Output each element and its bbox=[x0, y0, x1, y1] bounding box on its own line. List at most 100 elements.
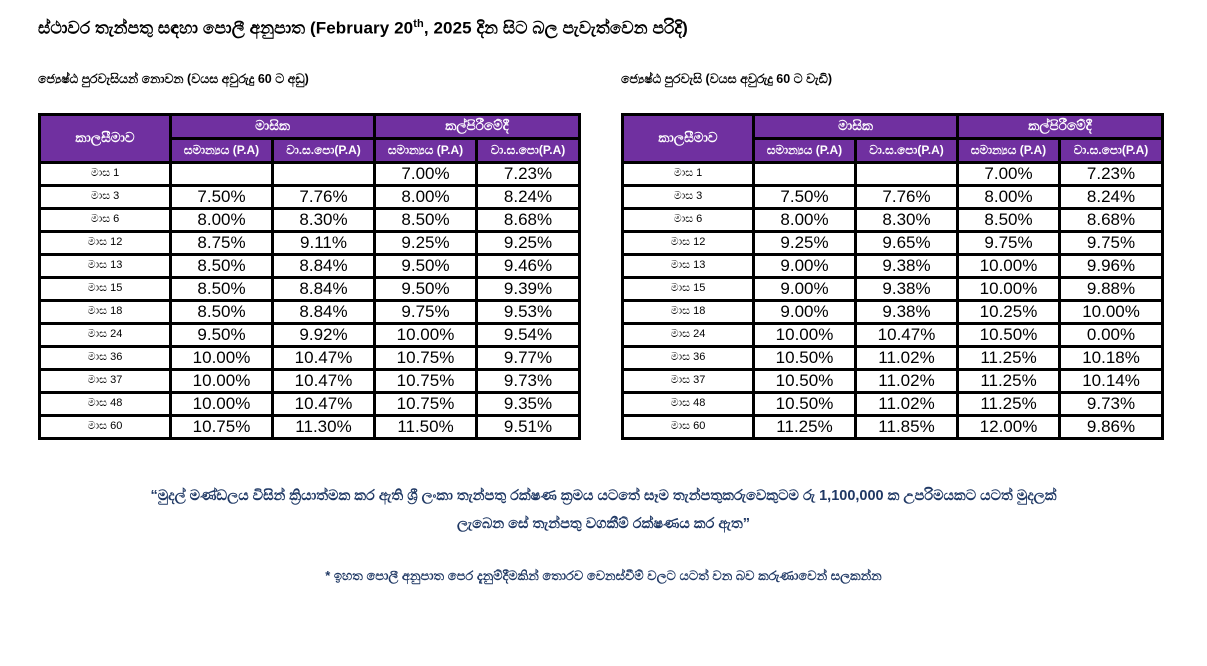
column-header-maturity-aer: වා.ස.පො(P.A) bbox=[475, 136, 582, 164]
rate-value: 9.75% bbox=[1058, 229, 1165, 256]
rate-value: 9.77% bbox=[475, 344, 582, 371]
rate-value: 7.23% bbox=[475, 160, 582, 187]
rate-value: 8.24% bbox=[1058, 183, 1165, 210]
rate-value: 11.25% bbox=[956, 390, 1062, 417]
table-row: මාස 1 7.00% 7.23% bbox=[621, 160, 1165, 187]
period-label: මාස 1 bbox=[38, 160, 172, 187]
rate-value: 7.50% bbox=[752, 183, 857, 210]
rate-value: 9.25% bbox=[475, 229, 582, 256]
rate-value bbox=[853, 160, 960, 187]
rate-value: 11.02% bbox=[853, 390, 960, 417]
rate-value: 8.50% bbox=[373, 206, 479, 233]
rate-value: 7.00% bbox=[373, 160, 479, 187]
rate-value: 8.84% bbox=[270, 275, 377, 302]
column-header-monthly-aer: වා.ස.පො(P.A) bbox=[853, 136, 960, 164]
rate-value: 9.00% bbox=[752, 275, 857, 302]
rate-value: 8.00% bbox=[373, 183, 479, 210]
column-header-maturity-average: සමාන්‍යය (P.A) bbox=[956, 136, 1062, 164]
non-senior-table-section: ජ්‍යෙෂ්ඨ පුරවැසියන් නොවන (වයස අවුරුදු 60… bbox=[38, 71, 582, 440]
rate-value: 9.38% bbox=[853, 275, 960, 302]
header-row-groups: කාලසීමාව මාසික කල්පිරීමේදී bbox=[621, 112, 1165, 164]
rate-value: 11.25% bbox=[956, 344, 1062, 371]
period-label: මාස 36 bbox=[621, 344, 755, 371]
rates-subject-to-change-footnote: * ඉහත පොලී අනුපාත පෙර දැනුම්දීමකින් තොරව… bbox=[325, 567, 882, 583]
rate-value: 8.00% bbox=[169, 206, 274, 233]
rate-value: 9.00% bbox=[752, 298, 857, 325]
period-label: මාස 37 bbox=[38, 367, 172, 394]
table-row: මාස 3 7.50% 7.76% 8.00% 8.24% bbox=[38, 183, 582, 210]
table-row: මාස 37 10.00% 10.47% 10.75% 9.73% bbox=[38, 367, 582, 394]
table-row: මාස 18 9.00% 9.38% 10.25% 10.00% bbox=[621, 298, 1165, 325]
period-label: මාස 13 bbox=[621, 252, 755, 279]
header-row-groups: කාලසීමාව මාසික කල්පිරීමේදී bbox=[38, 112, 582, 164]
rate-value: 11.50% bbox=[373, 413, 479, 440]
rate-value: 8.30% bbox=[853, 206, 960, 233]
rate-value: 10.00% bbox=[373, 321, 479, 348]
rate-value: 7.76% bbox=[853, 183, 960, 210]
rate-value: 7.50% bbox=[169, 183, 274, 210]
rate-value bbox=[270, 160, 377, 187]
table-row: මාස 37 10.50% 11.02% 11.25% 10.14% bbox=[621, 367, 1165, 394]
rate-value: 10.25% bbox=[956, 298, 1062, 325]
rate-value: 8.50% bbox=[169, 298, 274, 325]
rate-value bbox=[752, 160, 857, 187]
rate-value: 8.30% bbox=[270, 206, 377, 233]
rate-value: 11.30% bbox=[270, 413, 377, 440]
rate-value: 8.75% bbox=[169, 229, 274, 256]
rate-value: 8.50% bbox=[956, 206, 1062, 233]
period-label: මාස 37 bbox=[621, 367, 755, 394]
page-title: ස්ථාවර තැන්පතු සඳහා පොලී අනුපාත (Februar… bbox=[38, 18, 1169, 39]
rate-value: 10.00% bbox=[956, 252, 1062, 279]
rate-value: 10.75% bbox=[169, 413, 274, 440]
rate-value: 9.75% bbox=[373, 298, 479, 325]
period-label: මාස 13 bbox=[38, 252, 172, 279]
rate-value: 10.00% bbox=[1058, 298, 1165, 325]
table-row: මාස 18 8.50% 8.84% 9.75% 9.53% bbox=[38, 298, 582, 325]
non-senior-subtitle: ජ්‍යෙෂ්ඨ පුරවැසියන් නොවන (වයස අවුරුදු 60… bbox=[38, 71, 309, 86]
rate-value: 10.50% bbox=[956, 321, 1062, 348]
column-header-monthly-average: සමාන්‍යය (P.A) bbox=[752, 136, 857, 164]
rate-value: 10.00% bbox=[752, 321, 857, 348]
table-row: මාස 24 10.00% 10.47% 10.50% 0.00% bbox=[621, 321, 1165, 348]
senior-table-section: ජ්‍යෙෂ්ඨ පුරවැසි (වයස අවුරුදු 60 ට වැඩි)… bbox=[621, 72, 1165, 440]
rate-value: 9.54% bbox=[475, 321, 582, 348]
rate-value: 9.75% bbox=[956, 229, 1062, 256]
rate-value: 9.38% bbox=[853, 298, 960, 325]
senior-rates-table: කාලසීමාව මාසික කල්පිරීමේදී සමාන්‍යය (P.A… bbox=[621, 112, 1165, 440]
rate-value: 8.50% bbox=[169, 252, 274, 279]
rate-value: 10.00% bbox=[169, 367, 274, 394]
rate-value: 9.96% bbox=[1058, 252, 1165, 279]
table-row: මාස 15 8.50% 8.84% 9.50% 9.39% bbox=[38, 275, 582, 302]
rate-value: 11.25% bbox=[956, 367, 1062, 394]
rate-value: 9.73% bbox=[475, 367, 582, 394]
rate-value: 10.75% bbox=[373, 367, 479, 394]
rate-value: 9.51% bbox=[475, 413, 582, 440]
column-header-monthly-aer: වා.ස.පො(P.A) bbox=[270, 136, 377, 164]
rate-value: 7.00% bbox=[956, 160, 1062, 187]
rate-value: 9.35% bbox=[475, 390, 582, 417]
rate-value: 10.75% bbox=[373, 344, 479, 371]
column-group-maturity: කල්පිරීමේදී bbox=[956, 112, 1165, 140]
rate-value: 8.84% bbox=[270, 298, 377, 325]
period-label: මාස 24 bbox=[621, 321, 755, 348]
table-row: මාස 24 9.50% 9.92% 10.00% 9.54% bbox=[38, 321, 582, 348]
rate-value: 10.00% bbox=[956, 275, 1062, 302]
deposit-insurance-note-line1: “මුදල් මණ්ඩලය විසින් ක්‍රියාත්මක කර ඇති … bbox=[150, 487, 1057, 504]
rate-value: 10.50% bbox=[752, 367, 857, 394]
rate-value: 10.00% bbox=[169, 344, 274, 371]
table-row: මාස 12 9.25% 9.65% 9.75% 9.75% bbox=[621, 229, 1165, 256]
column-header-monthly-average: සමාන්‍යය (P.A) bbox=[169, 136, 274, 164]
table-row: මාස 36 10.00% 10.47% 10.75% 9.77% bbox=[38, 344, 582, 371]
rate-value: 11.02% bbox=[853, 367, 960, 394]
table-row: මාස 60 11.25% 11.85% 12.00% 9.86% bbox=[621, 413, 1165, 440]
rate-value: 9.39% bbox=[475, 275, 582, 302]
table-row: මාස 12 8.75% 9.11% 9.25% 9.25% bbox=[38, 229, 582, 256]
rate-value: 10.50% bbox=[752, 390, 857, 417]
rate-value: 9.50% bbox=[373, 252, 479, 279]
period-label: මාස 48 bbox=[621, 390, 755, 417]
column-header-maturity-average: සමාන්‍යය (P.A) bbox=[373, 136, 479, 164]
period-label: මාස 6 bbox=[38, 206, 172, 233]
period-label: මාස 3 bbox=[621, 183, 755, 210]
rate-value: 8.68% bbox=[1058, 206, 1165, 233]
rate-value: 9.92% bbox=[270, 321, 377, 348]
